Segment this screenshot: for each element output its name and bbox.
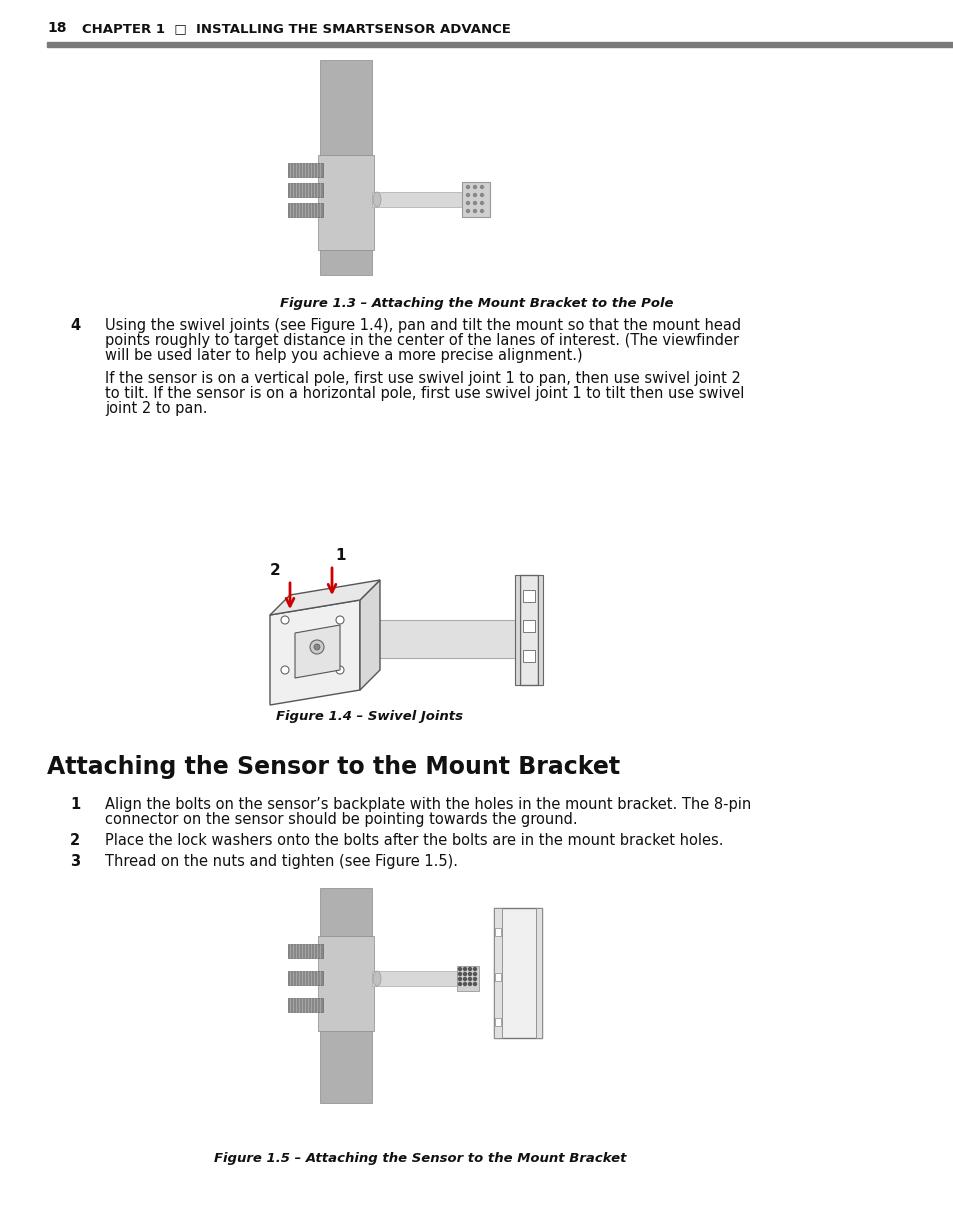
Circle shape bbox=[281, 616, 289, 625]
Text: will be used later to help you achieve a more precise alignment.): will be used later to help you achieve a… bbox=[105, 348, 582, 363]
Circle shape bbox=[473, 201, 476, 205]
Circle shape bbox=[473, 185, 476, 189]
Circle shape bbox=[281, 666, 289, 674]
Circle shape bbox=[310, 640, 324, 654]
Circle shape bbox=[480, 201, 483, 205]
Circle shape bbox=[463, 968, 466, 971]
Circle shape bbox=[458, 973, 461, 975]
Circle shape bbox=[466, 210, 469, 212]
Bar bbox=[495, 973, 500, 982]
Text: Figure 1.5 – Attaching the Sensor to the Mount Bracket: Figure 1.5 – Attaching the Sensor to the… bbox=[213, 1152, 625, 1164]
Text: Align the bolts on the sensor’s backplate with the holes in the mount bracket. T: Align the bolts on the sensor’s backplat… bbox=[105, 798, 750, 812]
Text: 1: 1 bbox=[335, 548, 345, 563]
Text: Using the swivel joints (see Figure 1.4), pan and tilt the mount so that the mou: Using the swivel joints (see Figure 1.4)… bbox=[105, 318, 740, 333]
Circle shape bbox=[466, 201, 469, 205]
Circle shape bbox=[458, 978, 461, 980]
Circle shape bbox=[463, 973, 466, 975]
Bar bbox=[319, 888, 372, 1103]
Ellipse shape bbox=[373, 971, 380, 987]
Text: joint 2 to pan.: joint 2 to pan. bbox=[105, 401, 208, 416]
Bar bbox=[288, 998, 323, 1012]
Polygon shape bbox=[359, 580, 379, 690]
Bar bbox=[461, 182, 490, 217]
Text: Thread on the nuts and tighten (see Figure 1.5).: Thread on the nuts and tighten (see Figu… bbox=[105, 854, 457, 869]
Bar bbox=[536, 908, 541, 1038]
Text: 4: 4 bbox=[70, 318, 80, 333]
Circle shape bbox=[463, 983, 466, 985]
Bar bbox=[319, 60, 372, 275]
Circle shape bbox=[466, 185, 469, 189]
Circle shape bbox=[473, 194, 476, 196]
Bar bbox=[522, 620, 535, 632]
Bar bbox=[515, 575, 519, 685]
Circle shape bbox=[480, 194, 483, 196]
Text: 18: 18 bbox=[47, 21, 67, 36]
Bar bbox=[456, 966, 478, 991]
Circle shape bbox=[458, 968, 461, 971]
Text: CHAPTER 1  □  INSTALLING THE SMARTSENSOR ADVANCE: CHAPTER 1 □ INSTALLING THE SMARTSENSOR A… bbox=[82, 22, 511, 36]
Bar bbox=[519, 575, 537, 685]
Text: Place the lock washers onto the bolts after the bolts are in the mount bracket h: Place the lock washers onto the bolts af… bbox=[105, 833, 722, 848]
Bar bbox=[47, 42, 953, 47]
Bar bbox=[537, 575, 542, 685]
Circle shape bbox=[466, 194, 469, 196]
Circle shape bbox=[473, 973, 476, 975]
Circle shape bbox=[473, 968, 476, 971]
Bar bbox=[494, 908, 541, 1038]
Circle shape bbox=[468, 983, 471, 985]
Polygon shape bbox=[270, 600, 359, 706]
Text: Figure 1.3 – Attaching the Mount Bracket to the Pole: Figure 1.3 – Attaching the Mount Bracket… bbox=[280, 297, 673, 310]
Circle shape bbox=[335, 616, 344, 625]
Polygon shape bbox=[270, 580, 379, 615]
Circle shape bbox=[335, 666, 344, 674]
Circle shape bbox=[314, 644, 319, 650]
Bar bbox=[494, 908, 501, 1038]
Circle shape bbox=[480, 210, 483, 212]
Bar bbox=[288, 944, 323, 958]
Circle shape bbox=[473, 978, 476, 980]
Text: 2: 2 bbox=[70, 833, 80, 848]
Bar bbox=[288, 971, 323, 985]
Bar bbox=[522, 650, 535, 663]
Circle shape bbox=[468, 973, 471, 975]
Text: 2: 2 bbox=[270, 563, 280, 578]
Text: connector on the sensor should be pointing towards the ground.: connector on the sensor should be pointi… bbox=[105, 812, 577, 827]
Bar bbox=[288, 202, 323, 217]
Circle shape bbox=[463, 978, 466, 980]
Bar bbox=[288, 183, 323, 198]
Circle shape bbox=[480, 185, 483, 189]
Bar bbox=[359, 620, 519, 658]
Bar bbox=[495, 928, 500, 936]
Bar bbox=[317, 155, 374, 250]
Text: 3: 3 bbox=[70, 854, 80, 869]
Text: Figure 1.4 – Swivel Joints: Figure 1.4 – Swivel Joints bbox=[276, 710, 463, 723]
Text: If the sensor is on a vertical pole, first use swivel joint 1 to pan, then use s: If the sensor is on a vertical pole, fir… bbox=[105, 371, 740, 387]
Ellipse shape bbox=[360, 620, 371, 658]
Text: 1: 1 bbox=[70, 798, 80, 812]
Polygon shape bbox=[294, 625, 339, 679]
Text: Attaching the Sensor to the Mount Bracket: Attaching the Sensor to the Mount Bracke… bbox=[47, 755, 619, 779]
Text: to tilt. If the sensor is on a horizontal pole, first use swivel joint 1 to tilt: to tilt. If the sensor is on a horizonta… bbox=[105, 387, 743, 401]
Text: points roughly to target distance in the center of the lanes of interest. (The v: points roughly to target distance in the… bbox=[105, 333, 739, 348]
Circle shape bbox=[458, 983, 461, 985]
Circle shape bbox=[468, 978, 471, 980]
Bar bbox=[288, 163, 323, 177]
Bar bbox=[372, 191, 461, 207]
Bar bbox=[495, 1018, 500, 1026]
Bar bbox=[522, 590, 535, 602]
Circle shape bbox=[468, 968, 471, 971]
Circle shape bbox=[473, 210, 476, 212]
Bar bbox=[317, 936, 374, 1031]
Circle shape bbox=[473, 983, 476, 985]
Ellipse shape bbox=[373, 191, 380, 207]
Bar bbox=[372, 971, 456, 987]
